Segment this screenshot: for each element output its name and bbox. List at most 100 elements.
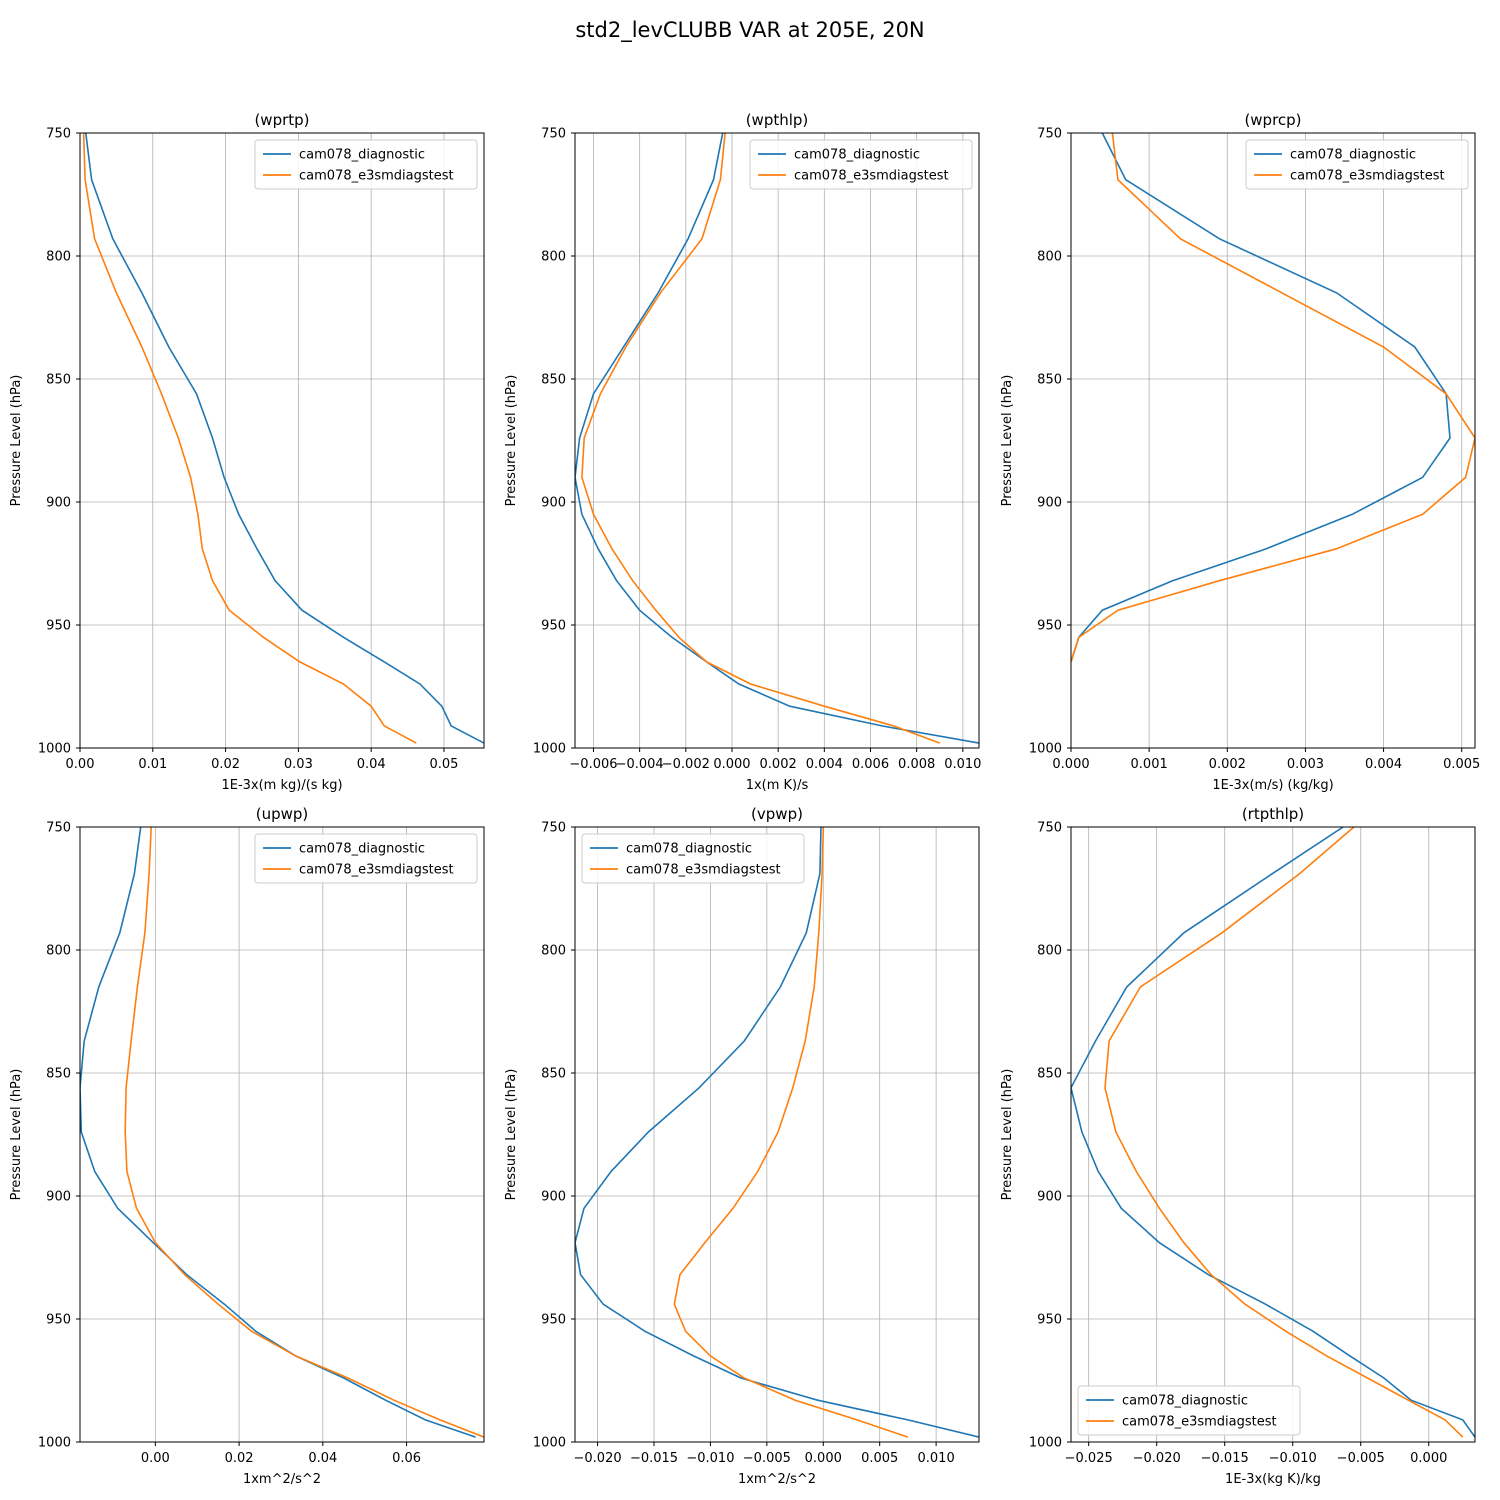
series-line-2 [581, 133, 941, 744]
y-tick-label: 950 [541, 1313, 566, 1328]
series-line-2 [124, 827, 484, 1438]
x-tick-label: −0.006 [569, 757, 617, 772]
y-tick-label: 750 [46, 127, 71, 142]
y-tick-label: 800 [1037, 250, 1062, 265]
legend-label: cam078_e3smdiagstest [299, 863, 454, 878]
legend-label: cam078_diagnostic [626, 842, 752, 857]
x-tick-label: 0.010 [918, 1451, 955, 1466]
y-tick-label: 800 [541, 250, 566, 265]
legend-label: cam078_diagnostic [299, 148, 425, 163]
legend-box [749, 139, 973, 190]
x-tick-label: 0.01 [138, 757, 167, 772]
axes-frame [1070, 826, 1476, 1443]
y-tick-label: 750 [541, 821, 566, 836]
legend-label: cam078_diagnostic [299, 842, 425, 857]
y-tick-label: 1000 [533, 1436, 566, 1451]
y-tick-label: 800 [1037, 944, 1062, 959]
x-tick-label: −0.020 [574, 1451, 622, 1466]
x-tick-label: 0.06 [392, 1451, 421, 1466]
axes-frame [574, 826, 980, 1443]
x-tick-label: 0.005 [1443, 757, 1480, 772]
legend-label: cam078_diagnostic [1290, 148, 1416, 163]
legend: cam078_diagnostic cam078_e3smdiagstest [254, 139, 478, 190]
series-line-1 [575, 133, 979, 744]
y-tick-label: 1000 [1029, 1436, 1062, 1451]
axes-frame [79, 132, 485, 749]
legend-box [1245, 139, 1469, 190]
legend-label: cam078_diagnostic [794, 148, 920, 163]
x-tick-label: 0.002 [760, 757, 797, 772]
axes-frame [1070, 132, 1476, 749]
y-axis-label: Pressure Level (hPa) [9, 1069, 24, 1201]
x-axis-label: 1E-3x(kg K)/kg [1225, 1472, 1321, 1487]
y-axis-label: Pressure Level (hPa) [1000, 375, 1015, 507]
y-axis-label: Pressure Level (hPa) [1000, 1069, 1015, 1201]
legend-label: cam078_e3smdiagstest [1122, 1415, 1277, 1430]
x-tick-label: 0.02 [211, 757, 240, 772]
x-axis-label: 1xm^2/s^2 [243, 1472, 321, 1487]
y-tick-label: 900 [46, 496, 71, 511]
series-line-1 [575, 827, 979, 1438]
legend: cam078_diagnostic cam078_e3smdiagstest [581, 833, 805, 884]
x-axis-label: 1E-3x(m/s) (kg/kg) [1212, 778, 1333, 793]
panel-title: (vpwp) [751, 805, 803, 823]
x-tick-label: 0.001 [1131, 757, 1168, 772]
legend-box [1077, 1385, 1301, 1436]
x-tick-label: −0.005 [1337, 1451, 1385, 1466]
panel-title: (rtpthlp) [1242, 805, 1304, 823]
panel-title: (wprtp) [254, 111, 309, 129]
legend-label: cam078_e3smdiagstest [1290, 169, 1445, 184]
y-tick-label: 1000 [38, 1436, 71, 1451]
x-tick-label: −0.010 [686, 1451, 734, 1466]
panel-title: (wpthlp) [746, 111, 809, 129]
y-tick-label: 950 [541, 619, 566, 634]
x-tick-label: 0.02 [225, 1451, 254, 1466]
series-line-2 [82, 133, 417, 744]
legend-label: cam078_e3smdiagstest [626, 863, 781, 878]
y-tick-label: 800 [46, 250, 71, 265]
series-line-1 [1071, 827, 1475, 1438]
chart-panel-6: −0.025 −0.020 −0.015 −0.010 −0.005 0.000 750 80… [1000, 805, 1476, 1487]
x-tick-label: −0.010 [1269, 1451, 1317, 1466]
panel-title: (wprcp) [1244, 111, 1301, 129]
y-tick-label: 950 [1037, 619, 1062, 634]
y-tick-label: 900 [541, 496, 566, 511]
y-tick-label: 850 [46, 1067, 71, 1082]
x-tick-label: −0.025 [1065, 1451, 1113, 1466]
x-tick-label: 0.004 [806, 757, 843, 772]
y-tick-label: 900 [541, 1190, 566, 1205]
legend-box [254, 833, 478, 884]
x-axis-label: 1E-3x(m kg)/(s kg) [221, 778, 342, 793]
chart-panel-3: 0.000 0.001 0.002 0.003 0.004 0.005 750 800 850 9… [1000, 111, 1480, 793]
x-tick-label: 0.006 [852, 757, 889, 772]
x-tick-label: 0.04 [308, 1451, 337, 1466]
y-tick-label: 850 [541, 373, 566, 388]
x-tick-label: 0.04 [357, 757, 386, 772]
x-tick-label: −0.002 [662, 757, 710, 772]
y-tick-label: 800 [541, 944, 566, 959]
chart-panel-1: 0.00 0.01 0.02 0.03 0.04 0.05 750 800 850 900 950 1… [9, 111, 485, 793]
chart-panel-2: −0.006−0.004−0.002 0.000 0.002 0.004 0.006 0.… [504, 111, 981, 793]
x-tick-label: 0.05 [429, 757, 458, 772]
x-tick-label: 0.03 [284, 757, 313, 772]
x-tick-label: 0.00 [141, 1451, 170, 1466]
y-tick-label: 1000 [533, 742, 566, 757]
legend-label: cam078_e3smdiagstest [299, 169, 454, 184]
series-line-2 [673, 827, 909, 1438]
y-tick-label: 850 [1037, 373, 1062, 388]
y-tick-label: 850 [46, 373, 71, 388]
y-tick-label: 850 [1037, 1067, 1062, 1082]
x-tick-label: 0.000 [1410, 1451, 1447, 1466]
x-tick-label: −0.004 [616, 757, 664, 772]
x-tick-label: 0.000 [805, 1451, 842, 1466]
x-tick-label: 0.000 [1052, 757, 1089, 772]
y-tick-label: 750 [541, 127, 566, 142]
chart-panel-4: 0.00 0.02 0.04 0.06 750 800 850 900 950 1000 (upwp… [9, 805, 485, 1487]
x-tick-label: 0.008 [898, 757, 935, 772]
x-axis-label: 1xm^2/s^2 [738, 1472, 816, 1487]
series-line-1 [1071, 133, 1451, 663]
y-tick-label: 1000 [1029, 742, 1062, 757]
legend: cam078_diagnostic cam078_e3smdiagstest [749, 139, 973, 190]
x-tick-label: 0.002 [1209, 757, 1246, 772]
